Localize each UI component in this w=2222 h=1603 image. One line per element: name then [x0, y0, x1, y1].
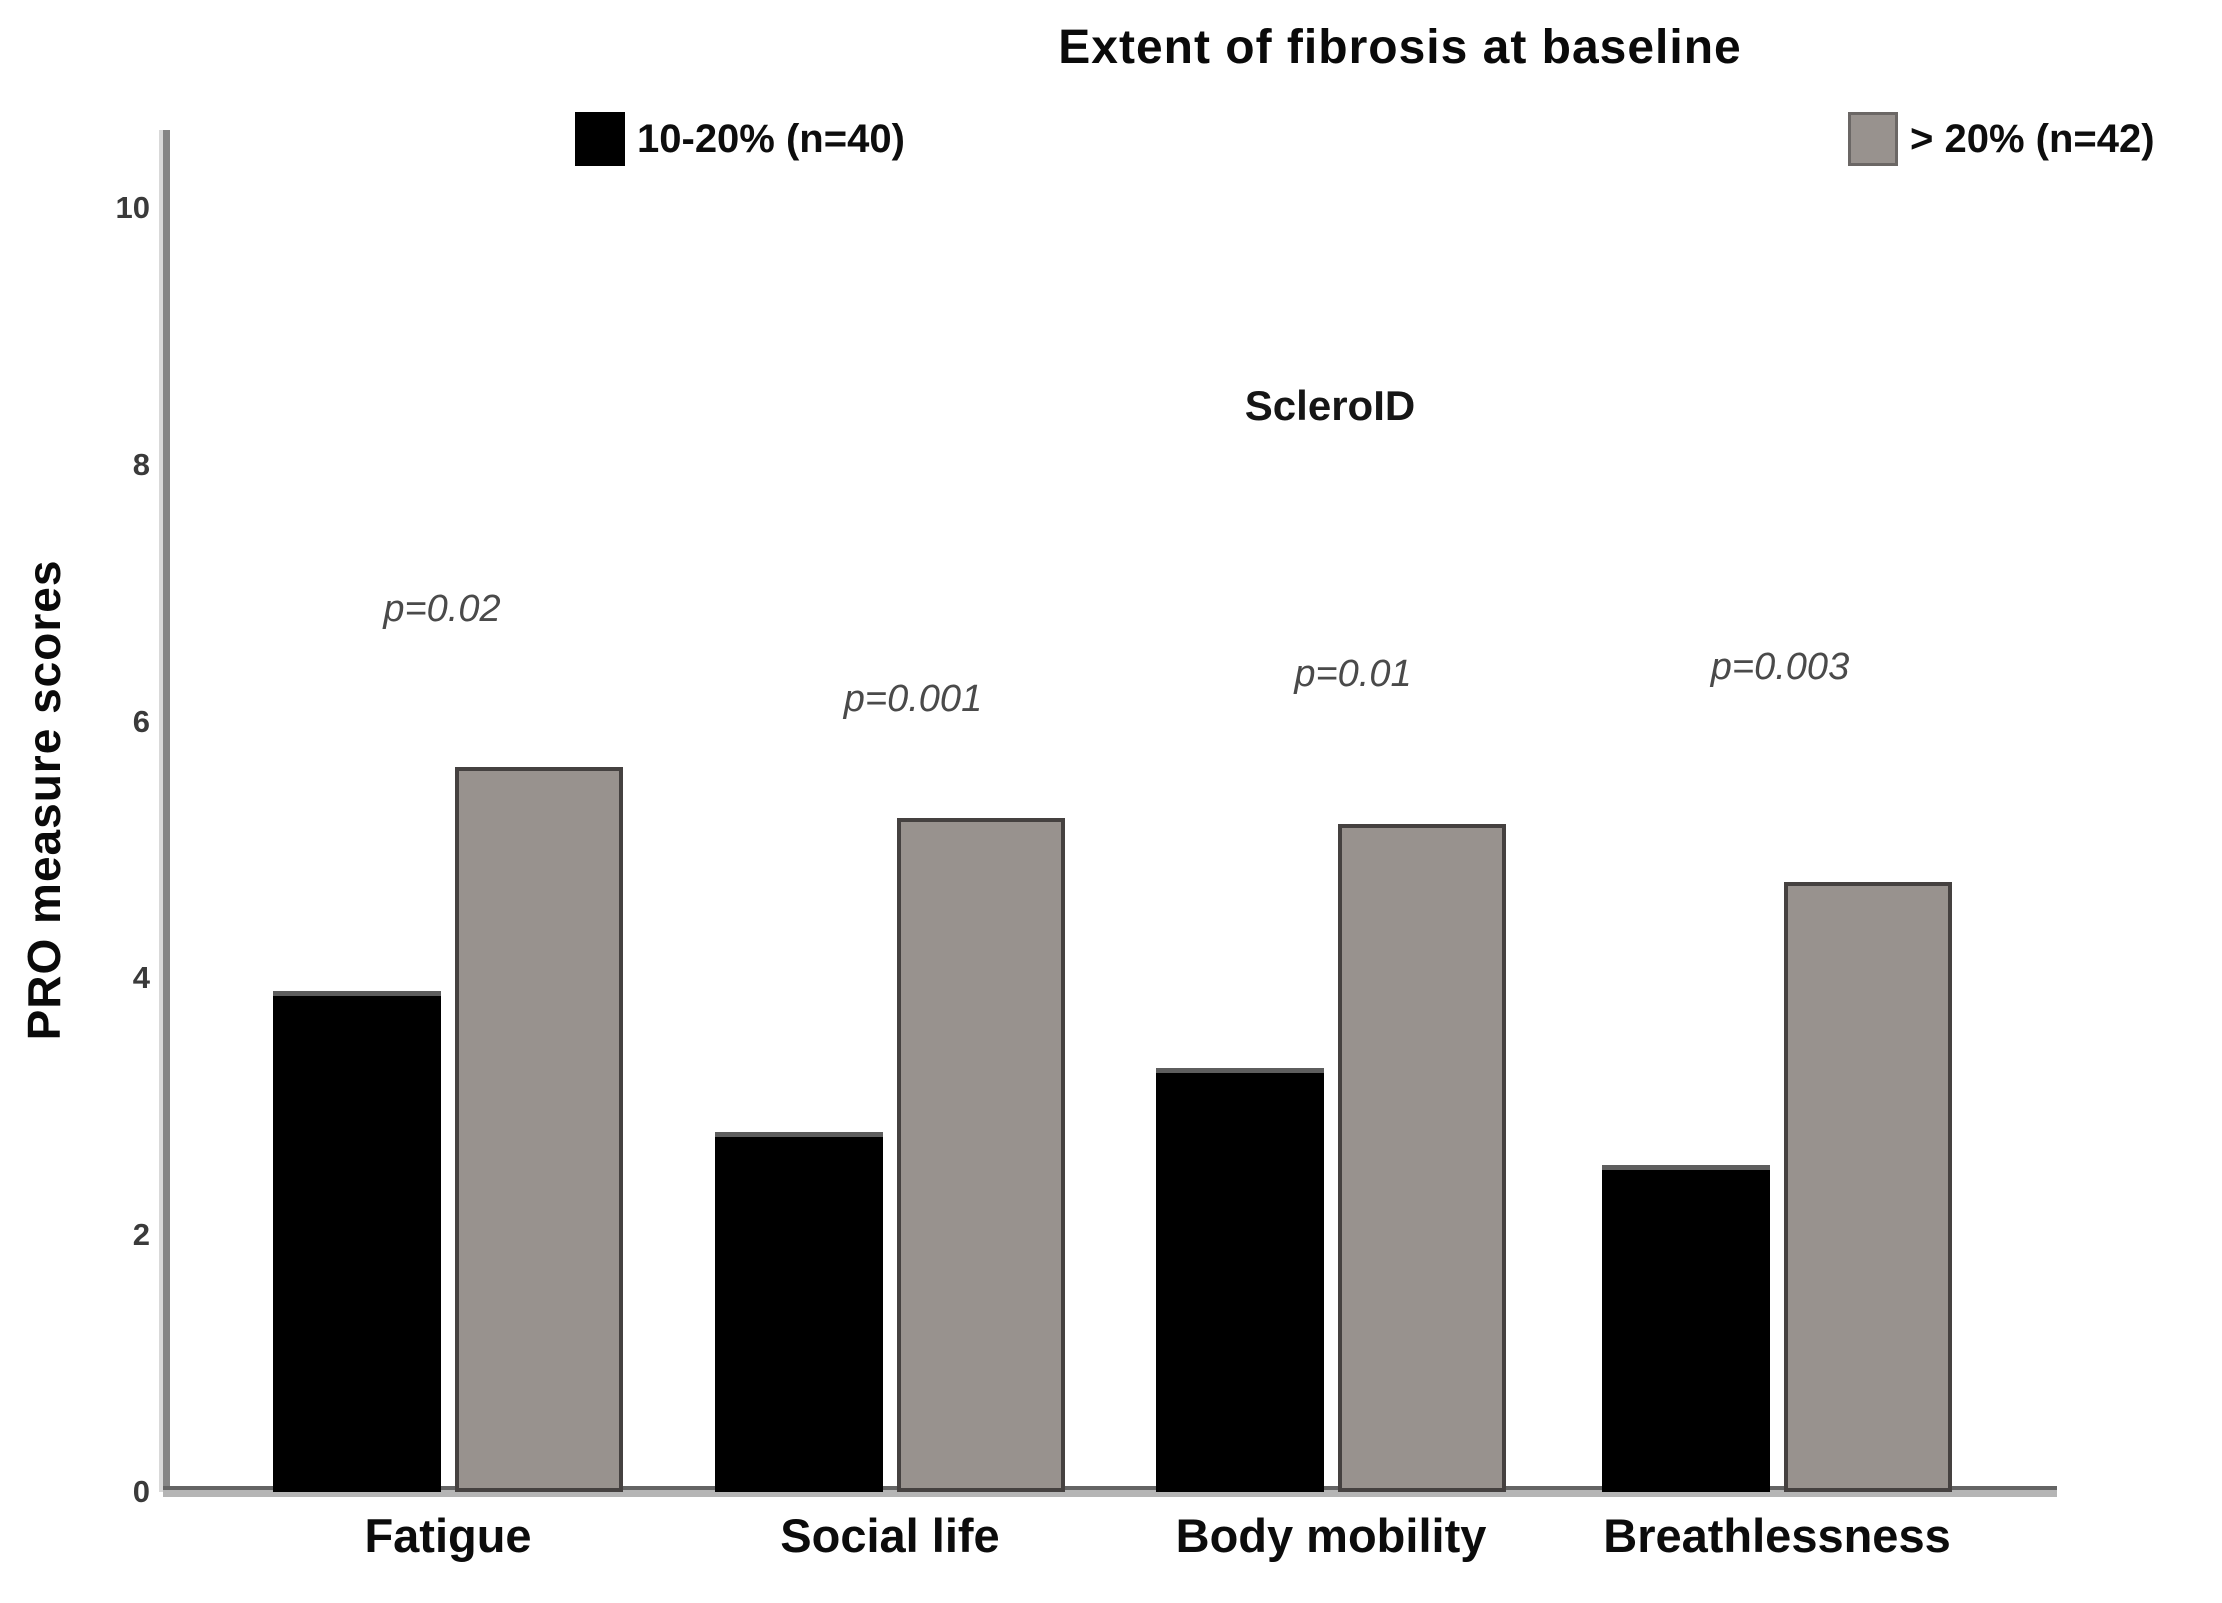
bar-black-breathlessness	[1602, 1165, 1770, 1492]
y-tick-label-10: 10	[115, 190, 150, 225]
bar-gray-fatigue	[455, 767, 623, 1492]
bar-black-social-life	[715, 1132, 883, 1492]
y-axis-title: PRO measure scores	[18, 559, 70, 1041]
legend-item-over-20: > 20% (n=42)	[1848, 112, 2155, 166]
p-value-label-1: p=0.02	[383, 588, 501, 631]
y-tick-label-2: 2	[132, 1217, 150, 1253]
x-category-label-social-life: Social life	[780, 1509, 1000, 1562]
y-axis-line	[163, 130, 170, 1492]
x-category-label-breathlessness: Breathlessness	[1603, 1509, 1951, 1562]
bar-gray-body-mobility	[1338, 824, 1506, 1492]
legend-swatch-black	[575, 112, 625, 166]
p-value-label-2: p=0.001	[843, 678, 983, 721]
bar-gray-breathlessness	[1784, 882, 1952, 1492]
chart-subtitle: ScleroID	[1244, 382, 1416, 429]
bar-black-fatigue	[273, 991, 441, 1492]
chart-title: Extent of fibrosis at baseline	[1058, 21, 1742, 74]
p-value-label-4: p=0.003	[1710, 646, 1850, 689]
legend-label-over-20: > 20% (n=42)	[1910, 116, 2155, 161]
x-category-label-body-mobility: Body mobility	[1175, 1509, 1487, 1562]
legend-item-10-20: 10-20% (n=40)	[575, 112, 905, 166]
x-axis-line	[163, 1486, 2057, 1497]
x-category-label-fatigue: Fatigue	[364, 1509, 532, 1562]
y-tick-label-0: 0	[132, 1474, 150, 1509]
y-tick-label-4: 4	[132, 960, 150, 996]
legend-swatch-gray	[1848, 112, 1898, 166]
bar-black-body-mobility	[1156, 1068, 1324, 1492]
p-value-label-3: p=0.01	[1294, 652, 1412, 695]
y-tick-label-6: 6	[132, 703, 150, 739]
bar-gray-social-life	[897, 818, 1065, 1492]
legend-label-10-20: 10-20% (n=40)	[637, 116, 905, 161]
y-tick-label-8: 8	[132, 446, 150, 482]
